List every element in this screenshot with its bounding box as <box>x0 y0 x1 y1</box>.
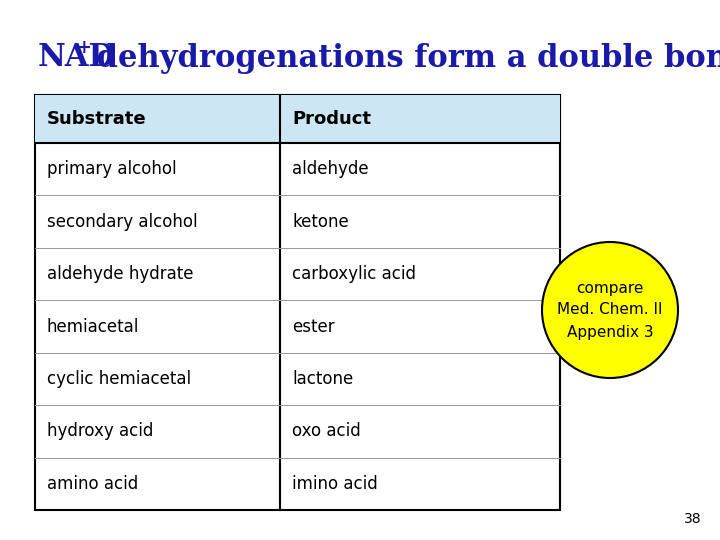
Text: imino acid: imino acid <box>292 475 378 493</box>
Text: +: + <box>76 39 91 57</box>
Text: lactone: lactone <box>292 370 354 388</box>
Text: cyclic hemiacetal: cyclic hemiacetal <box>47 370 191 388</box>
Text: compare: compare <box>576 280 644 295</box>
Text: 38: 38 <box>685 512 702 526</box>
Text: ketone: ketone <box>292 213 348 231</box>
Text: aldehyde hydrate: aldehyde hydrate <box>47 265 194 283</box>
Text: oxo acid: oxo acid <box>292 422 361 440</box>
Text: hydroxy acid: hydroxy acid <box>47 422 153 440</box>
Text: hemiacetal: hemiacetal <box>47 318 140 335</box>
Text: ester: ester <box>292 318 335 335</box>
Circle shape <box>542 242 678 378</box>
Text: Appendix 3: Appendix 3 <box>567 325 653 340</box>
Bar <box>35 95 560 143</box>
Text: Med. Chem. II: Med. Chem. II <box>557 302 662 318</box>
Text: amino acid: amino acid <box>47 475 138 493</box>
Text: dehydrogenations form a double bond: dehydrogenations form a double bond <box>86 43 720 73</box>
Text: NAD: NAD <box>38 43 116 73</box>
Text: Product: Product <box>292 110 371 128</box>
Text: aldehyde: aldehyde <box>292 160 369 178</box>
Text: carboxylic acid: carboxylic acid <box>292 265 416 283</box>
Bar <box>35 95 560 510</box>
Text: primary alcohol: primary alcohol <box>47 160 176 178</box>
Text: secondary alcohol: secondary alcohol <box>47 213 197 231</box>
Text: Substrate: Substrate <box>47 110 147 128</box>
